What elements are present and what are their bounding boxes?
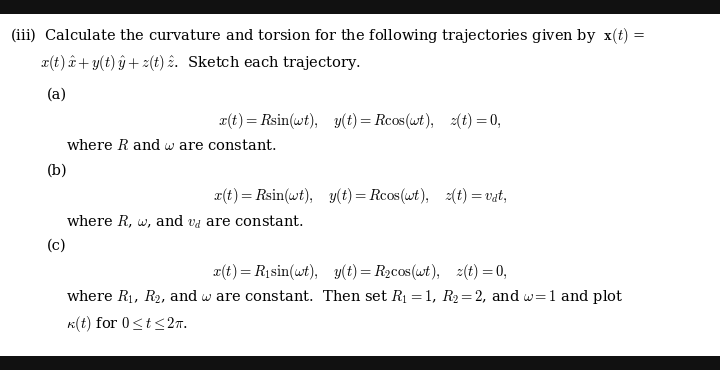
- Text: $\kappa(t)$ for $0 \leq t \leq 2\pi$.: $\kappa(t)$ for $0 \leq t \leq 2\pi$.: [66, 314, 188, 334]
- Text: (b): (b): [47, 164, 68, 178]
- Text: $x(t)\,\hat{x} + y(t)\,\hat{y} + z(t)\,\hat{z}$.  Sketch each trajectory.: $x(t)\,\hat{x} + y(t)\,\hat{y} + z(t)\,\…: [40, 53, 361, 73]
- Bar: [0, 0, 720, 14]
- Text: where $R_1$, $R_2$, and $\omega$ are constant.  Then set $R_1 = 1$, $R_2 = 2$, a: where $R_1$, $R_2$, and $\omega$ are con…: [66, 288, 624, 306]
- Text: (c): (c): [47, 239, 66, 253]
- Text: $x(t) = R\sin(\omega t), \quad y(t) = R\cos(\omega t), \quad z(t) = 0,$: $x(t) = R\sin(\omega t), \quad y(t) = R\…: [218, 111, 502, 131]
- Text: $x(t) = R_1\sin(\omega t), \quad y(t) = R_2\cos(\omega t), \quad z(t) = 0,$: $x(t) = R_1\sin(\omega t), \quad y(t) = …: [212, 262, 508, 282]
- Text: where $R$, $\omega$, and $v_d$ are constant.: where $R$, $\omega$, and $v_d$ are const…: [66, 213, 304, 231]
- Bar: [0, 356, 720, 370]
- Text: where $R$ and $\omega$ are constant.: where $R$ and $\omega$ are constant.: [66, 138, 276, 153]
- Text: (iii)  Calculate the curvature and torsion for the following trajectories given : (iii) Calculate the curvature and torsio…: [10, 26, 645, 46]
- Text: $x(t) = R\sin(\omega t), \quad y(t) = R\cos(\omega t), \quad z(t) = v_d t,$: $x(t) = R\sin(\omega t), \quad y(t) = R\…: [212, 186, 508, 206]
- Text: (a): (a): [47, 88, 67, 102]
